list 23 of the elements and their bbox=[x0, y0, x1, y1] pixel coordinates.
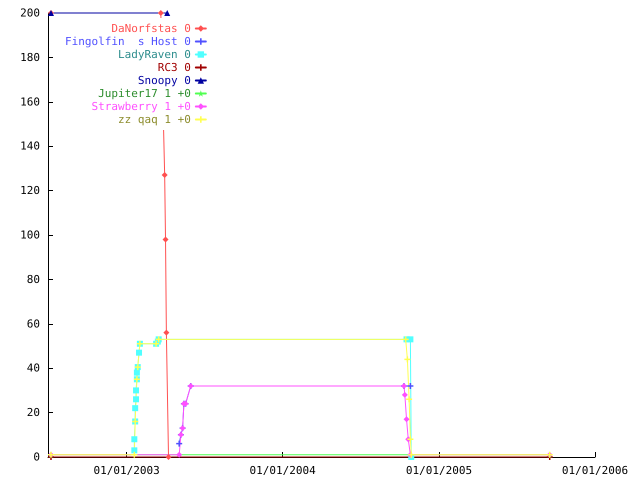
y-tick-label: 120 bbox=[20, 184, 40, 198]
y-tick-label: 40 bbox=[26, 362, 40, 375]
legend-label: zz qaq 1 +0 bbox=[118, 113, 191, 126]
legend-label: Fingolfin s Host 0 bbox=[64, 35, 191, 48]
x-tick-label: 01/01/2005 bbox=[406, 464, 472, 477]
y-tick-label: 160 bbox=[20, 95, 40, 108]
legend-label: Strawberry 1 +0 bbox=[91, 100, 191, 113]
y-tick-label: 20 bbox=[26, 406, 40, 420]
x-tick-label: 01/01/2006 bbox=[562, 464, 628, 477]
legend-label: DaNorfstas 0 bbox=[111, 22, 191, 35]
legend-label: RC3 0 bbox=[158, 61, 191, 74]
x-tick-label: 01/01/2003 bbox=[94, 464, 160, 477]
y-tick-label: 140 bbox=[20, 140, 40, 153]
legend-label: Jupiter17 1 +0 bbox=[98, 87, 191, 100]
y-tick-label: 180 bbox=[20, 50, 40, 64]
y-tick-label: 80 bbox=[26, 272, 40, 286]
legend-label: Snoopy 0 bbox=[138, 74, 191, 87]
y-tick-label: 0 bbox=[33, 450, 40, 464]
y-tick-label: 100 bbox=[20, 228, 40, 242]
x-tick-label: 01/01/2004 bbox=[249, 464, 316, 477]
legend-label: LadyRaven 0 bbox=[118, 48, 191, 61]
y-tick-label: 60 bbox=[26, 317, 40, 330]
y-tick-label: 200 bbox=[20, 6, 40, 20]
